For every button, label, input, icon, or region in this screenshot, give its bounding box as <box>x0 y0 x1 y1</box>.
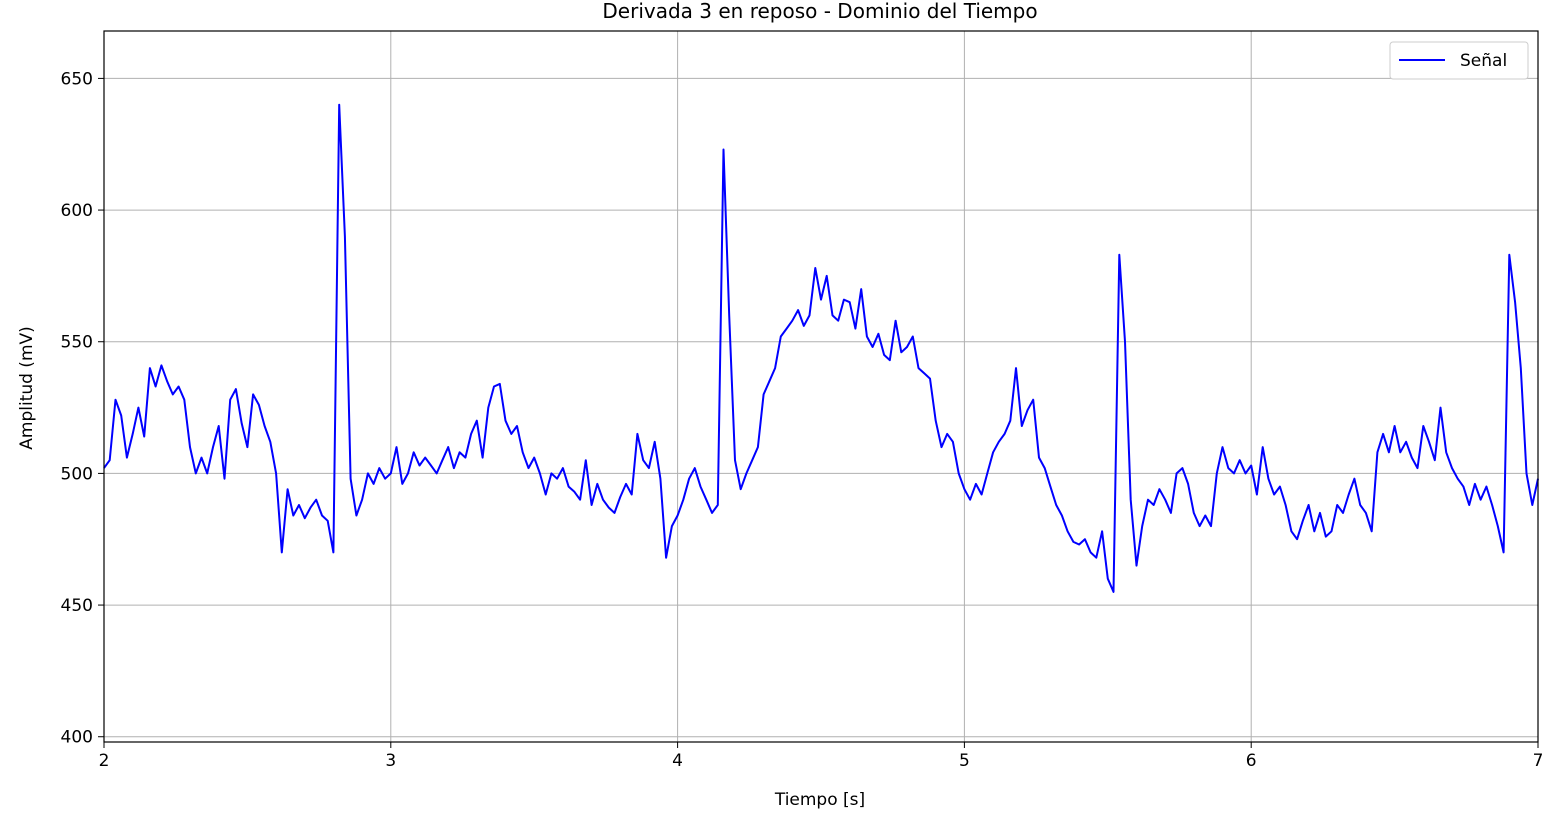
ticks: 2 3 4 5 6 7 400 450 500 550 600 650 <box>61 69 1544 771</box>
y-tick-label: 600 <box>61 201 93 221</box>
x-tick-label: 2 <box>99 751 110 771</box>
chart-title: Derivada 3 en reposo - Dominio del Tiemp… <box>602 0 1037 23</box>
y-tick-label: 500 <box>61 464 93 484</box>
x-tick-label: 4 <box>672 751 683 771</box>
x-tick-label: 3 <box>385 751 396 771</box>
y-tick-label: 650 <box>61 69 93 89</box>
y-tick-label: 400 <box>61 728 93 748</box>
x-tick-label: 7 <box>1533 751 1544 771</box>
y-tick-label: 550 <box>61 333 93 353</box>
x-tick-label: 5 <box>959 751 970 771</box>
series-line-0 <box>103 103 1539 593</box>
legend-box <box>1389 41 1529 80</box>
legend: Señal <box>1389 41 1529 80</box>
y-tick-label: 450 <box>61 596 93 616</box>
x-tick-label: 6 <box>1246 751 1257 771</box>
plot-frame <box>103 30 1539 743</box>
x-axis-label: Tiempo [s] <box>774 790 865 810</box>
y-axis-label: Amplitud (mV) <box>17 326 37 450</box>
series-layer <box>103 103 1539 593</box>
legend-label: Señal <box>1460 51 1507 71</box>
